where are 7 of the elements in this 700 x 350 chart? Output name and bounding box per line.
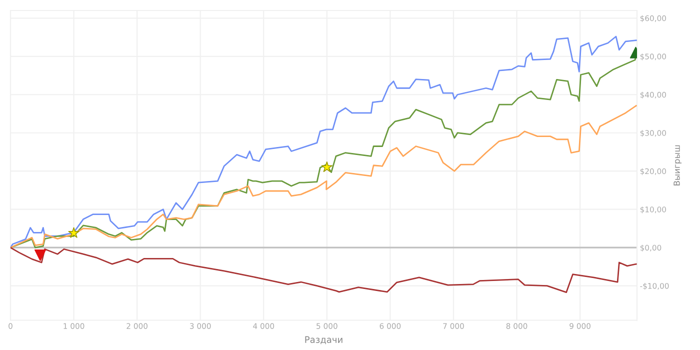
point [321,161,332,172]
y-axis-title: Выигрыш [674,145,682,186]
point [68,227,80,238]
line-series [10,246,637,294]
x-axis-title: Раздачи [305,336,342,344]
line-series [10,105,637,248]
point [34,249,46,262]
